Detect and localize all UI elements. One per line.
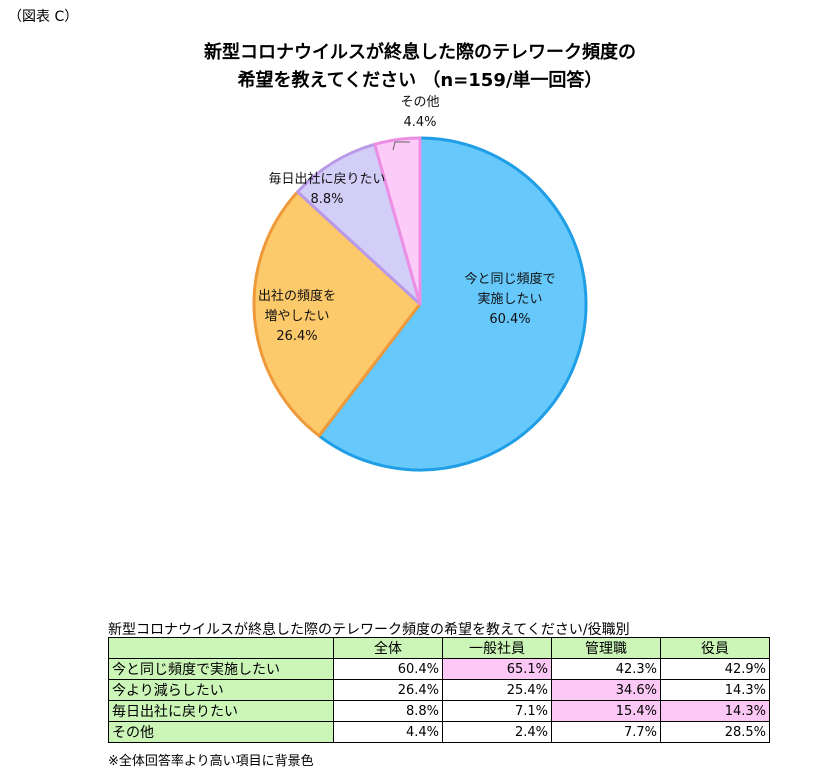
leader-line [392,141,410,151]
slice-category-label: その他 [400,95,439,110]
pie-slice [317,136,588,472]
figure-label: （図表 C） [8,9,79,25]
column-header: 一般社員 [442,637,552,659]
table-note: ※全体回答率より高い項目に背景色 [108,754,314,769]
table-title: 新型コロナウイルスが終息した際のテレワーク頻度の希望を教えてください/役職別 [108,622,630,638]
slice-value-label: 8.8% [310,192,343,207]
chart-title-line-1: 新型コロナウイルスが終息した際のテレワーク頻度の [204,42,636,63]
pie-slice [296,142,422,306]
table-cell: 26.4% [333,679,443,701]
table-cell: 42.9% [660,658,770,680]
row-label: その他 [108,721,334,743]
slice-value-label: 26.4% [276,329,317,344]
corner-cell [108,637,334,659]
table-cell: 25.4% [442,679,552,701]
row-label: 今より減らしたい [108,679,334,701]
column-header: 管理職 [551,637,661,659]
table-cell: 14.3% [660,700,770,722]
table-cell: 42.3% [551,658,661,680]
table-row: 今と同じ頻度で実施したい 60.4% 65.1% 42.3% 42.9% [108,658,770,680]
table-cell: 4.4% [333,721,443,743]
slice-category-label: 出社の頻度を [258,288,336,304]
column-header: 役員 [660,637,770,659]
column-header: 全体 [333,637,443,659]
chart-title-line-2: 希望を教えてください （n=159/単一回答） [237,70,603,91]
table-row: 今より減らしたい 26.4% 25.4% 34.6% 14.3% [108,679,770,701]
slice-value-label: 60.4% [489,312,530,327]
table-cell: 8.8% [333,700,443,722]
slice-value-label: 4.4% [403,115,436,130]
table-cell: 60.4% [333,658,443,680]
table-cell: 2.4% [442,721,552,743]
pie-slice [252,190,422,438]
table-row: その他 4.4% 2.4% 7.7% 28.5% [108,721,770,743]
pie-slice [373,136,422,306]
table-cell: 14.3% [660,679,770,701]
slice-category-label: 実施したい [477,291,542,307]
table-cell: 28.5% [660,721,770,743]
table-row: 毎日出社に戻りたい 8.8% 7.1% 15.4% 14.3% [108,700,770,722]
table-cell: 34.6% [551,679,661,701]
position-table: 全体 一般社員 管理職 役員 今と同じ頻度で実施したい 60.4% 65.1% 42.3% 4… [108,637,770,743]
slice-category-label: 増やしたい [264,309,329,324]
table-cell: 7.7% [551,721,661,743]
table-header-row: 全体 一般社員 管理職 役員 [108,637,770,659]
row-label: 今と同じ頻度で実施したい [108,658,334,680]
table-cell: 15.4% [551,700,661,722]
table-cell: 65.1% [442,658,552,680]
slice-category-label: 今と同じ頻度で [464,271,555,287]
slice-category-label: 毎日出社に戻りたい [268,171,385,187]
table-cell: 7.1% [442,700,552,722]
row-label: 毎日出社に戻りたい [108,700,334,722]
